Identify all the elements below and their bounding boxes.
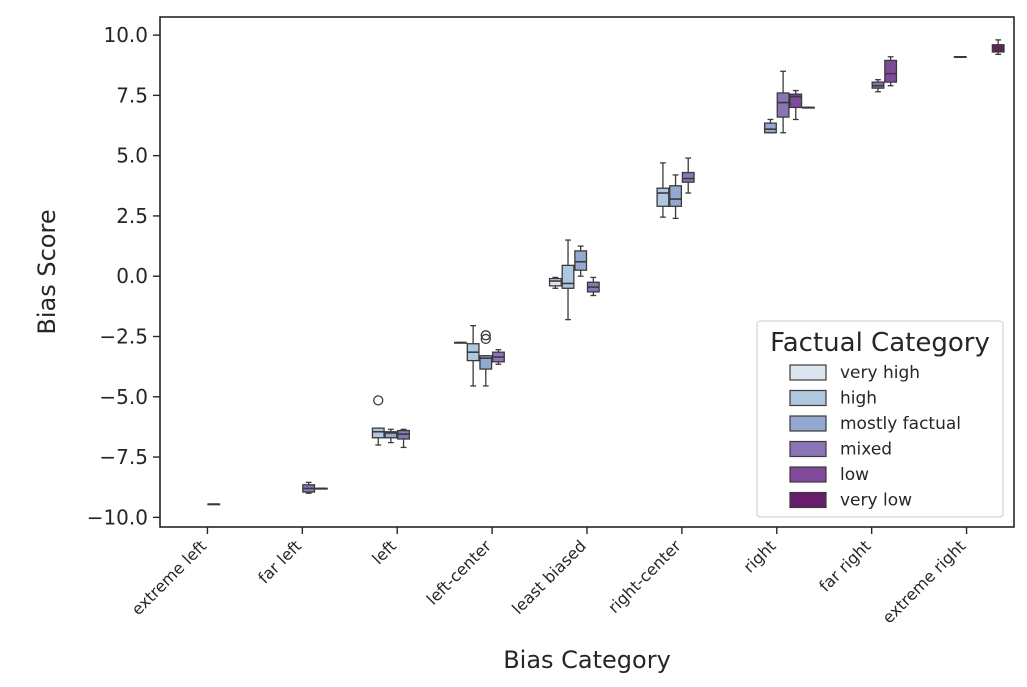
legend-swatch [789,389,827,407]
box-iqr [656,187,670,207]
y-tick-label: −5.0 [99,385,148,409]
y-axis-title: Bias Score [33,209,61,334]
box-iqr [776,92,790,118]
box-far-left-low [314,487,328,490]
box-iqr [479,355,493,370]
y-tick-label: 10.0 [103,23,148,47]
y-tick-label: 5.0 [116,144,148,168]
box-iqr [561,264,575,289]
box-left-center-mixed [491,349,505,365]
box-extreme-right-very-low [991,39,1005,56]
y-tick-label: −2.5 [99,325,148,349]
legend: Factual Category very high high mostly fac… [756,320,1004,518]
x-axis-title: Bias Category [503,646,671,674]
box-iqr [371,427,385,439]
box-least-biased-high [561,239,575,321]
x-tick-label-least-biased: least biased [508,536,590,618]
legend-title: Factual Category [770,328,990,358]
legend-entry-mostly-factual: mostly factual [789,414,961,434]
y-tick-label: 0.0 [116,264,148,288]
box-left-center-high [466,325,480,387]
box-left-mixed [397,428,411,449]
box-iqr [763,122,777,134]
box-right-center-high [656,162,670,218]
x-tick-label-far-left: far left [254,536,305,587]
box-least-biased-mixed [586,276,600,297]
legend-label: low [840,465,869,485]
y-tick-label: 2.5 [116,204,148,228]
boxes-layer [207,39,1005,506]
legend-entry-low: low [789,465,869,485]
x-tick-label-extreme-right: extreme right [879,536,970,627]
box-right-very-low [801,106,815,109]
y-tick-label: −10.0 [87,505,148,529]
legend-swatch [789,415,827,432]
box-least-biased-very-high [548,276,562,289]
legend-entry-very-high: very high [789,363,920,383]
y-tick-label: 7.5 [116,83,148,107]
box-least-biased-mostly-factual [574,245,588,277]
legend-label: very high [840,363,920,383]
legend-swatch [789,466,827,483]
box-iqr [384,431,398,439]
legend-swatch [789,364,827,381]
outlier-point [480,330,491,341]
box-iqr [574,250,588,271]
x-tick-label-left-center: left-center [423,536,496,609]
box-far-right-mixed [871,79,885,93]
box-far-right-low [884,56,898,87]
outlier-point [373,395,384,406]
x-tick-label-extreme-left: extreme left [128,536,211,619]
box-left-center-mostly-factual [479,330,493,387]
legend-label: high [840,389,877,409]
box-right-center-mostly-factual [669,174,683,219]
legend-entry-mixed: mixed [789,440,892,460]
legend-entry-high: high [789,389,877,409]
box-iqr [548,277,562,287]
x-tick-label-right-center: right-center [604,536,685,617]
x-tick-label-far-right: far right [815,536,874,595]
legend-swatch [789,440,827,458]
outlier-point [480,333,491,345]
legend-swatch [789,491,827,509]
box-left-mostly-factual [384,428,398,444]
box-right-mixed [776,70,790,134]
x-tick-label-left: left [368,536,400,568]
box-left-high [371,395,385,446]
box-right-mostly-factual [763,118,777,134]
box-right-center-mixed [681,157,695,194]
box-right-low [789,89,803,121]
y-tick-label: −7.5 [99,445,148,469]
x-tick-label-right: right [740,536,780,576]
legend-entry-very-low: very low [789,491,912,511]
legend-label: mostly factual [840,414,961,434]
box-iqr [789,93,803,109]
box-far-left-mixed [302,481,316,494]
legend-label: very low [840,491,912,511]
box-extreme-right-mostly-factual [953,55,967,59]
box-extreme-left-mixed [207,503,221,506]
box-iqr [669,185,683,207]
box-left-center-very-high [454,341,467,344]
box-iqr [884,59,898,83]
box-iqr [681,171,695,183]
legend-label: mixed [840,440,892,460]
